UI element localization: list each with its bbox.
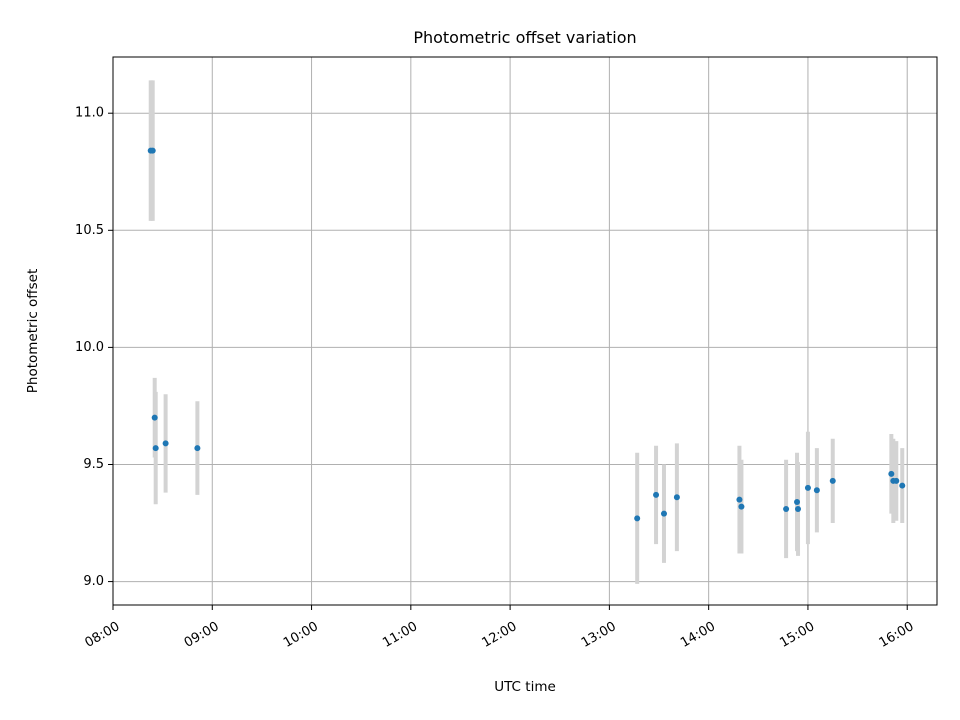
data-point [162,440,169,447]
data-point [795,505,802,512]
data-point [736,496,743,503]
y-tick-label: 11.0 [75,106,104,121]
data-point [813,487,820,494]
data-point [783,505,790,512]
data-point [634,515,641,522]
data-point [888,470,895,477]
y-tick-label: 9.5 [83,457,104,472]
data-point [660,510,667,517]
y-tick-label: 9.0 [83,574,104,589]
y-axis-label: Photometric offset [25,269,41,393]
data-point [653,491,660,498]
data-point [899,482,906,489]
data-point [738,503,745,510]
data-points [147,147,906,522]
data-point [149,147,156,154]
data-point [152,445,159,452]
y-tick-label: 10.5 [75,223,104,238]
data-point [794,498,801,505]
data-point [804,484,811,491]
grid [112,57,937,605]
data-point [673,494,680,501]
data-point [194,445,201,452]
x-axis-label: UTC time [494,679,556,695]
chart-title: Photometric offset variation [413,28,636,47]
data-point [151,414,158,421]
data-point [893,477,900,484]
y-axis: 9.0 9.5 10.0 10.5 11.0 [75,106,113,589]
y-tick-label: 10.0 [75,340,104,355]
plot-frame [112,56,938,606]
data-point [829,477,836,484]
